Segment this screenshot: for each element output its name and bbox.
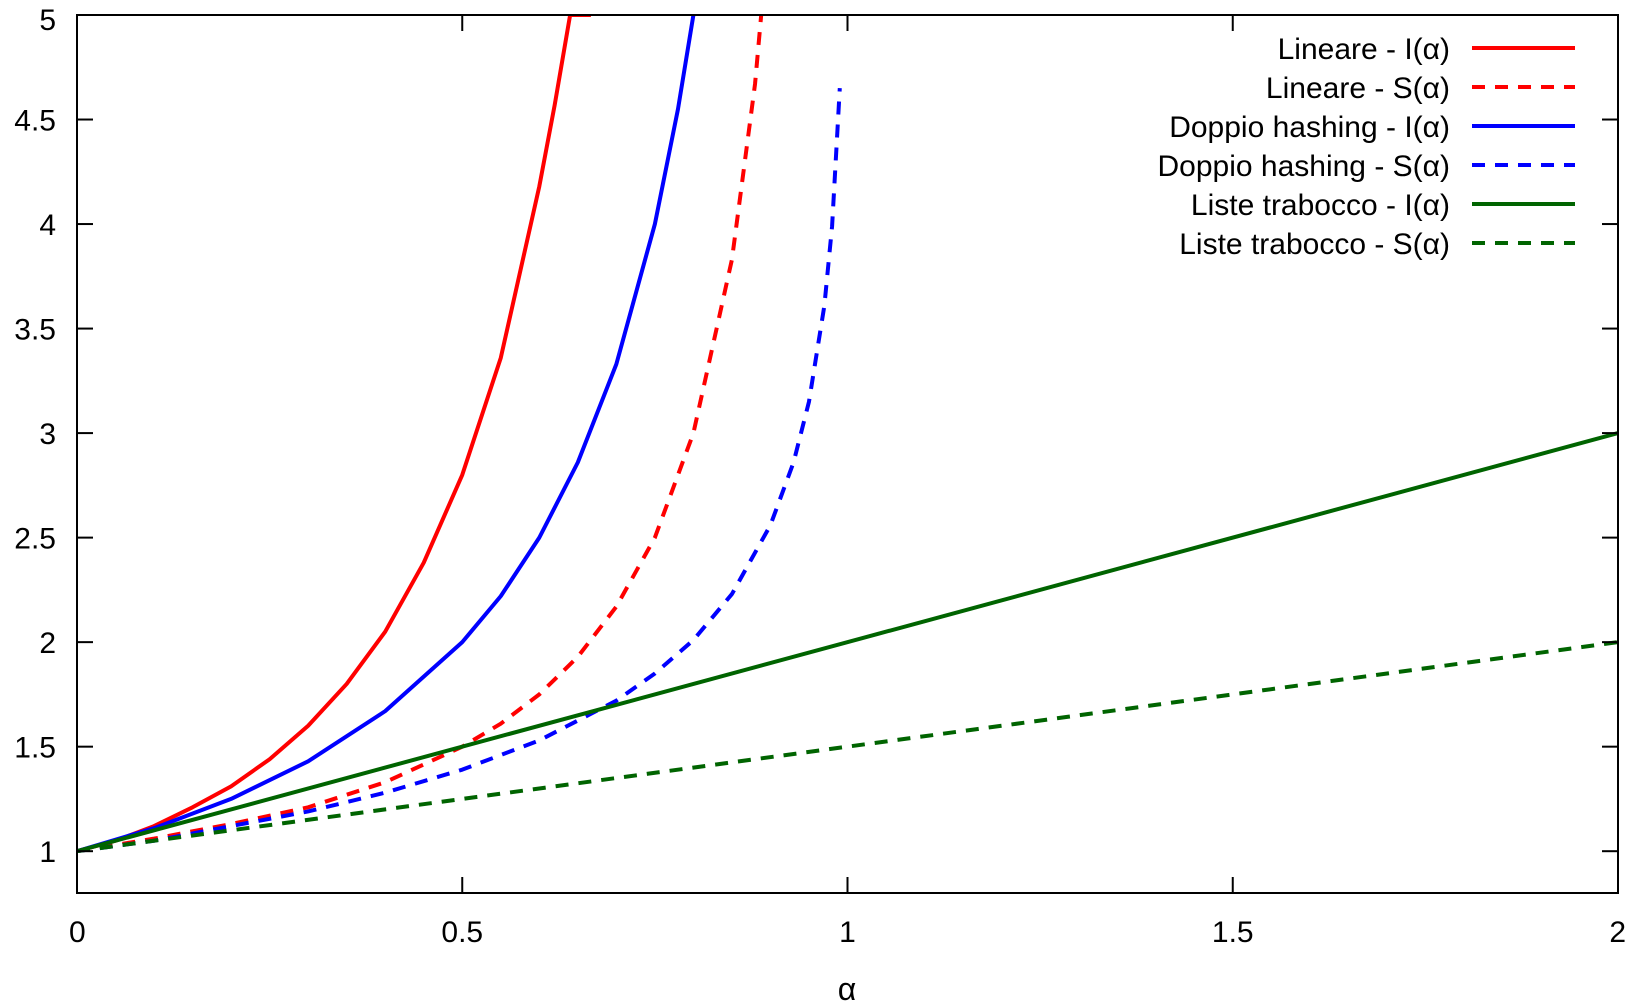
y-tick-label: 5 (39, 4, 56, 37)
legend-label: Doppio hashing - S(α) (1158, 150, 1451, 183)
legend-label: Lineare - S(α) (1266, 72, 1450, 105)
legend-label: Liste trabocco - S(α) (1179, 228, 1450, 261)
x-tick-label: 0 (69, 916, 86, 949)
y-tick-label: 4 (39, 209, 56, 242)
y-tick-label: 2.5 (14, 523, 56, 556)
x-tick-label: 1.5 (1212, 916, 1254, 949)
series-layer (77, 15, 1618, 854)
x-axis-label: α (838, 971, 857, 1007)
y-tick-label: 3.5 (14, 314, 56, 347)
y-tick-label: 1.5 (14, 732, 56, 765)
series-line-3 (77, 15, 696, 854)
legend: Lineare - I(α) Lineare - S(α) Doppio hashi… (1158, 33, 1575, 261)
legend-label: Doppio hashing - I(α) (1169, 111, 1450, 144)
y-tick-label: 4.5 (14, 105, 56, 138)
series-line-4 (77, 88, 842, 854)
x-tick-label: 1 (839, 916, 856, 949)
y-tick-label: 1 (39, 836, 56, 869)
legend-label: Liste trabocco - I(α) (1191, 189, 1450, 222)
series-line-5 (77, 431, 1618, 854)
series-line-2 (77, 15, 764, 854)
plot-frame (76, 14, 1619, 894)
tick-labels-layer: 0 0.5 1 1.5 2 1 1.5 2 2.5 3 3.5 4 4.5 5 (14, 4, 1626, 949)
series-line-6 (77, 640, 1618, 854)
y-tick-label: 2 (39, 627, 56, 660)
x-tick-label: 2 (1609, 916, 1626, 949)
x-tick-label: 0.5 (441, 916, 483, 949)
y-tick-label: 3 (39, 418, 56, 451)
series-line-1 (77, 15, 591, 854)
legend-label: Lineare - I(α) (1278, 33, 1450, 66)
